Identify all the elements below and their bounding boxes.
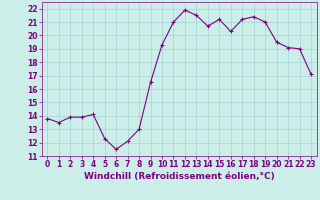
X-axis label: Windchill (Refroidissement éolien,°C): Windchill (Refroidissement éolien,°C): [84, 172, 275, 181]
